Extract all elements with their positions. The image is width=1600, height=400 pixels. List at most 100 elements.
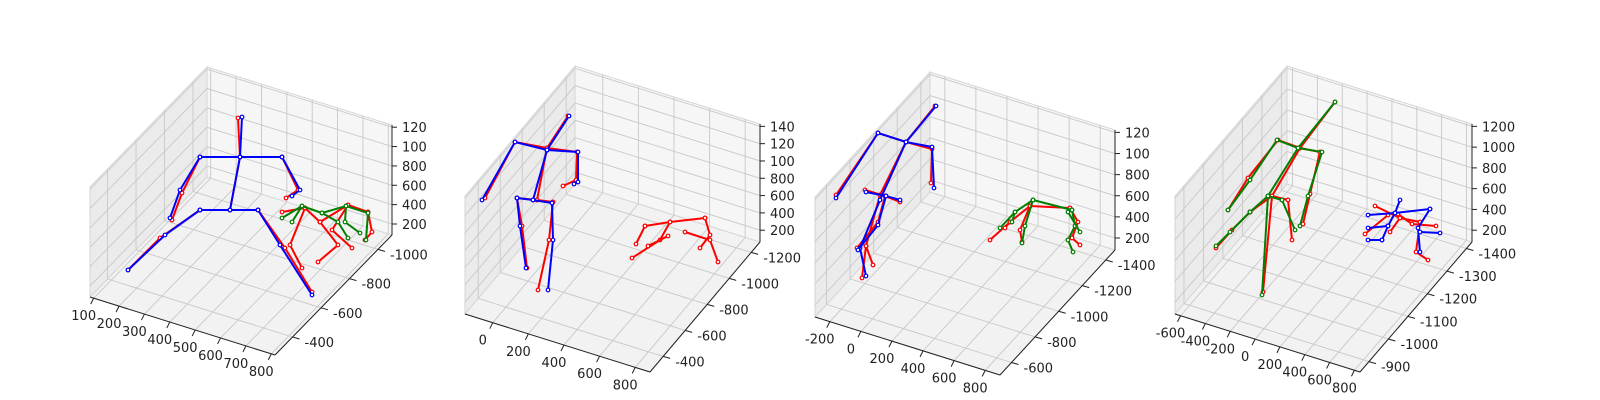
z-tick-label: 120 [1125,126,1150,141]
z-tick-label: 1200 [1482,120,1515,135]
red-joint [329,227,335,233]
red-joint [279,209,285,215]
y-tick-label: -600 [1024,362,1054,377]
blue-joint [279,154,285,160]
blue-joint [549,200,555,206]
blue-joint [512,139,518,145]
red-joint [1362,231,1368,237]
red-joint [560,183,566,189]
z-tick-label: 100 [770,155,795,170]
y-tick-mark [1011,362,1019,365]
x-tick-label: 400 [1282,366,1307,381]
x-tick-label: 600 [1307,373,1332,388]
red-joint [1069,235,1075,241]
blue-joint [863,189,869,195]
y-tick-label: -800 [719,303,749,318]
grid-line [107,278,293,338]
y-tick-mark [663,355,671,359]
x-tick-mark [560,344,565,352]
y-tick-mark [729,277,737,281]
y-tick-label: -900 [1381,361,1411,376]
grid-line [1229,201,1343,332]
blue-joint [1415,225,1421,231]
red-joint [629,255,635,261]
grid-line [118,185,237,307]
grid-line [164,220,350,280]
grid-line [891,215,1008,342]
grid-line [814,158,1116,285]
blue-joint [931,185,937,191]
grid-line [860,206,977,332]
grid-line [220,217,338,339]
y-tick-mark [685,329,693,333]
blue-skeleton-bone [1419,231,1441,234]
green-joint [1213,243,1219,249]
red-joint [317,219,323,225]
blue-skeleton-bone [481,115,570,201]
grid-line [826,304,1012,363]
y-tick-mark [1368,361,1377,365]
y-tick-label: -1000 [390,248,428,263]
green-skeleton-bone [1297,147,1324,227]
blue-joint [1397,197,1403,203]
x-tick-mark [524,333,529,341]
blue-joint [575,179,581,185]
blue-joint [289,193,295,199]
x-tick-mark [166,321,171,329]
red-joint [335,242,341,248]
green-joint [1332,99,1338,105]
x-tick-mark [950,360,955,367]
y-tick-mark [320,307,329,311]
grid-line [814,73,1116,200]
grid-line [464,85,761,216]
y-tick-label: -600 [697,329,727,344]
blue-joint [1379,237,1385,243]
green-joint [1009,219,1015,225]
grid-line [144,193,262,315]
panel-3: -200 0 200 400 600 800 -600 -800 -1000 -1200 -1400… [805,70,1156,396]
x-tick-label: 200 [1258,358,1283,373]
z-tick-label: 600 [1125,190,1150,205]
blue-joint [933,103,939,109]
grid-line [634,237,746,368]
x-tick-mark [115,305,120,313]
grid-line [1180,185,1293,317]
red-joint [1285,197,1291,203]
blue-skeleton-bone [1367,225,1389,229]
red-joint [535,287,541,293]
green-skeleton-bone [291,205,303,223]
green-joint [335,219,341,225]
red-joint [349,245,355,251]
green-joint [1069,207,1075,213]
grid-line [89,68,393,190]
z-tick-label: 800 [402,160,427,175]
grid-line [1242,235,1428,295]
y-tick-mark [1058,310,1066,314]
y-axis [649,241,761,373]
grid-line [93,177,212,299]
y-tick-label: -1200 [763,251,801,266]
grid-line [1174,150,1473,282]
red-joint [287,242,293,248]
y-tick-label: -1400 [1118,259,1156,274]
z-tick-label: 100 [402,141,427,156]
grid-line [1304,224,1418,355]
y-tick-label: -800 [361,278,391,293]
green-joint [1022,223,1028,229]
blue-joint [1365,225,1371,231]
green-joint [279,215,285,221]
blue-joint [575,149,581,155]
blue-joint [277,242,283,248]
x-tick-mark [1326,362,1331,369]
green-joint [1247,177,1253,183]
green-joint [1295,145,1301,151]
red-joint [859,275,865,281]
grid-line [245,225,364,347]
z-tick-label: 800 [1482,162,1507,177]
green-joint [1279,197,1285,203]
x-tick-label: 200 [97,317,122,332]
blue-skeleton-bone [239,116,243,158]
x-tick-mark [596,355,601,363]
red-joint [697,245,703,251]
